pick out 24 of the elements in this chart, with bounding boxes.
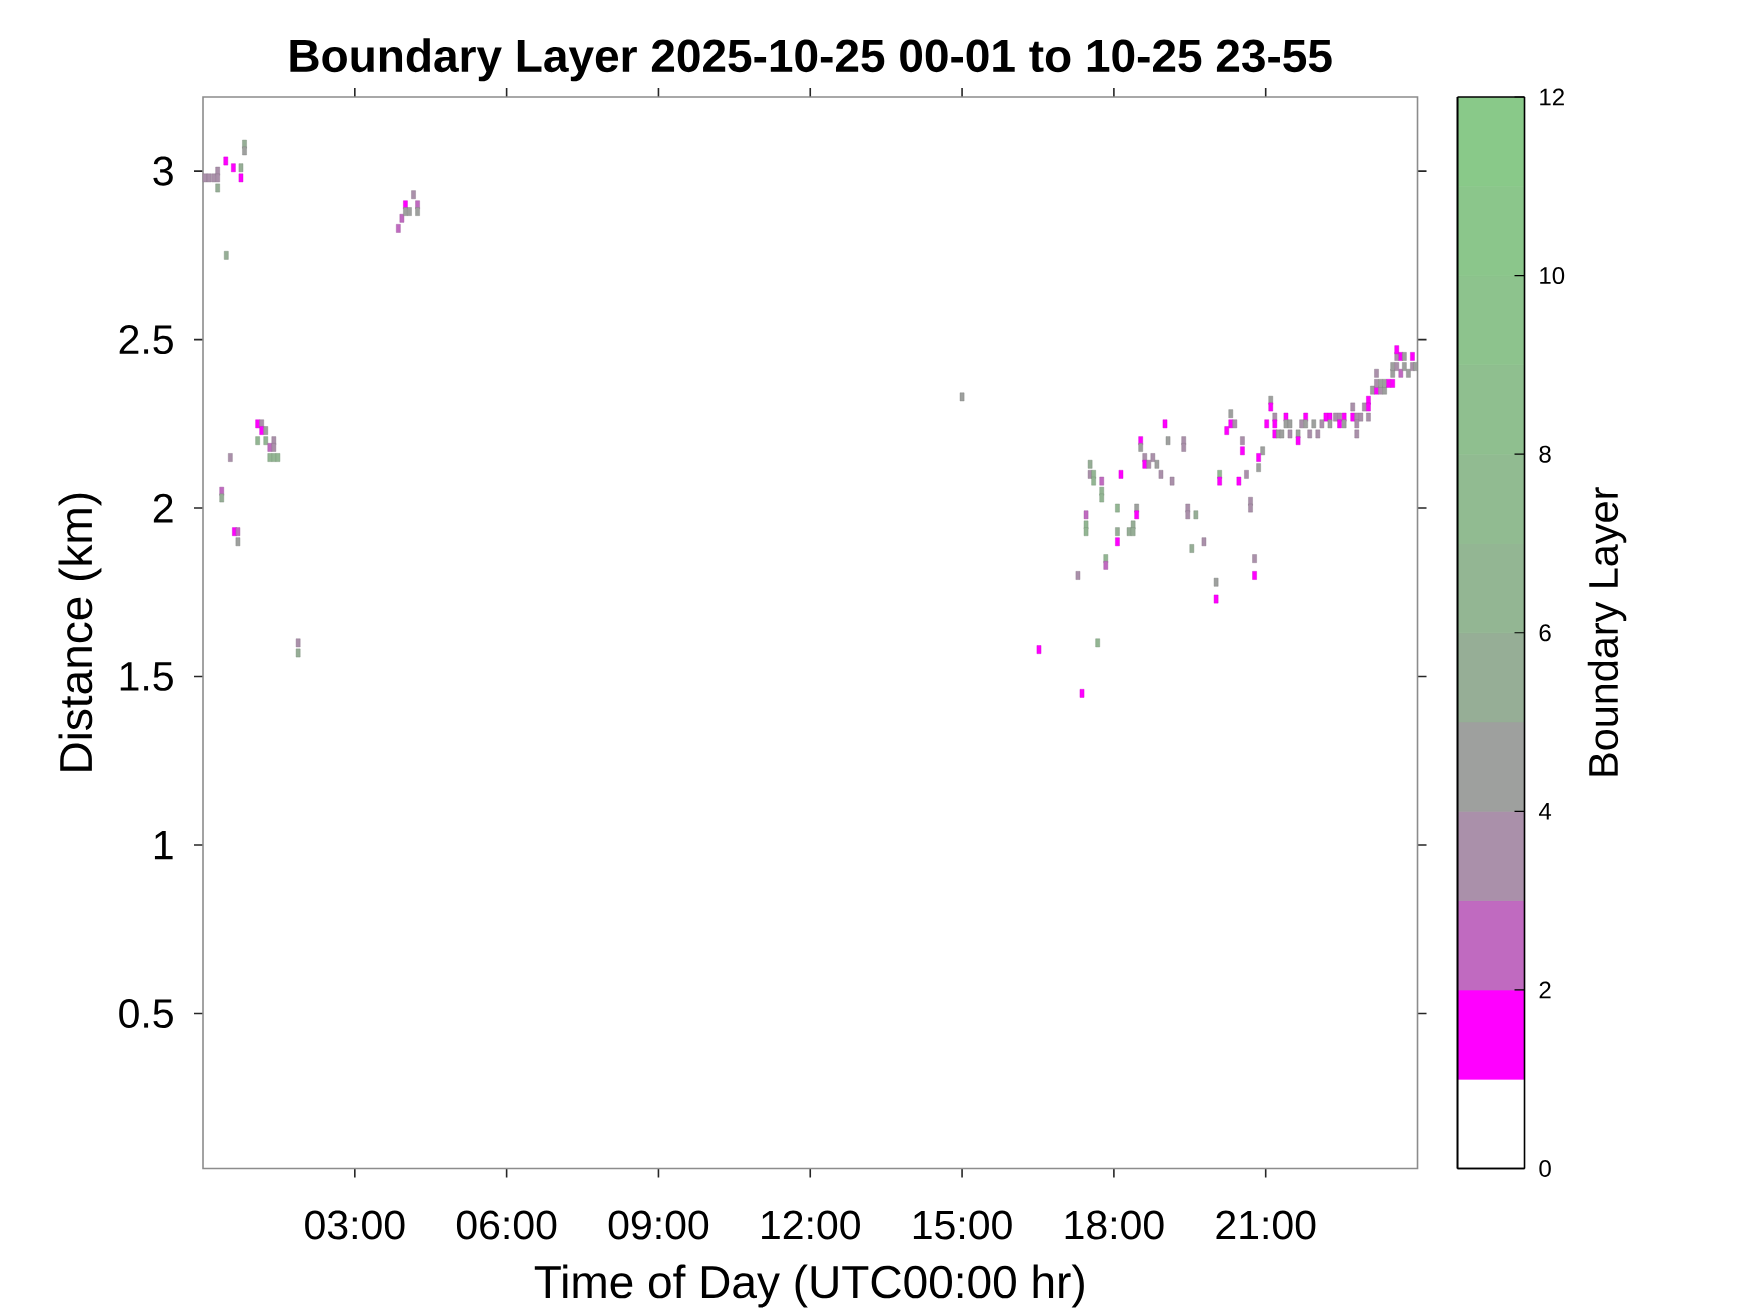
x-tick-label: 18:00: [1065, 1210, 1164, 1240]
x-tick-label: 06:00: [456, 1210, 557, 1240]
x-tick-label: 12:00: [762, 1210, 860, 1240]
y-tick-label: 0.5: [119, 998, 173, 1029]
y-tick-label: 2: [153, 493, 173, 523]
color-bar-label: 8: [1539, 445, 1551, 463]
color-bar-label: 12: [1540, 88, 1564, 106]
color-bar-label: 0: [1539, 1160, 1551, 1177]
color-bar-label: 2: [1539, 981, 1551, 999]
color-bar-label: 10: [1540, 267, 1565, 285]
color-bar-label: 6: [1539, 624, 1551, 642]
y-tick-label: 1.5: [120, 662, 173, 691]
chart-title: Boundary Layer 2025-10-25 00-01 to 10-25 23-55: [290, 38, 1332, 82]
y-tick-label: 2.5: [119, 325, 173, 355]
x-tick-label: 21:00: [1216, 1210, 1316, 1240]
x-tick-label: 09:00: [608, 1210, 709, 1240]
x-tick-label: 15:00: [913, 1210, 1012, 1240]
color-bar-label: 4: [1538, 803, 1552, 820]
y-tick-label: 3: [153, 156, 173, 186]
x-axis-title: Time of Day (UTC00:00 hr): [534, 1264, 1084, 1308]
y-axis-title: Distance (km): [58, 493, 102, 771]
y-tick-label: 1: [154, 830, 173, 860]
color-bar-title: Boundary Layer: [1587, 487, 1627, 776]
x-tick-label: 03:00: [305, 1210, 405, 1240]
